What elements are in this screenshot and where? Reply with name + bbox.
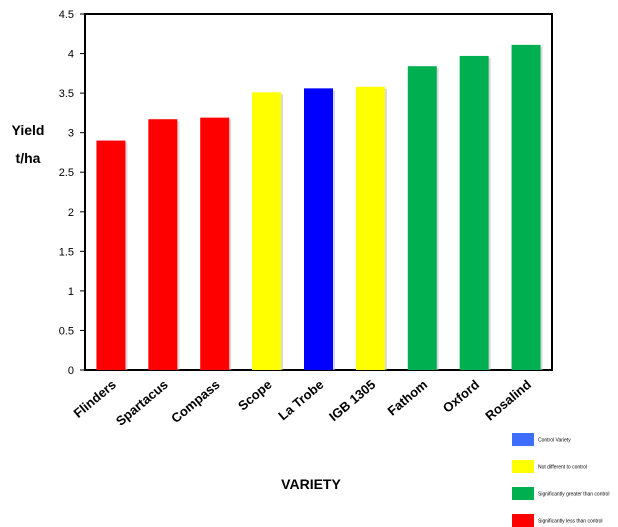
y-tick-label: 4.5 xyxy=(59,9,74,21)
legend-label-nodiff: Not different to control xyxy=(538,465,587,471)
bar-spartacus xyxy=(148,119,178,371)
legend-label-control: Control Variety xyxy=(538,438,571,444)
y-tick-label: 2 xyxy=(68,207,74,219)
legend-label-less: Significantly less than control xyxy=(538,519,602,525)
legend: Control Variety Not different to control S… xyxy=(512,433,609,527)
y-tick-label: 0 xyxy=(68,365,74,377)
bar-fathom xyxy=(407,66,437,371)
bar-compass xyxy=(200,117,230,370)
legend-label-greater: Significantly greater than control xyxy=(538,492,609,498)
category-label: IGB 1305 xyxy=(326,377,378,424)
bar-oxford xyxy=(459,55,489,370)
y-tick-label: 3 xyxy=(68,128,74,140)
legend-swatch-nodiff xyxy=(512,460,534,473)
y-axis-title-line2: t/ha xyxy=(16,150,41,166)
category-label: Fathom xyxy=(385,377,431,419)
bar-scope xyxy=(252,92,282,370)
legend-swatch-less xyxy=(512,514,534,527)
category-label: Compass xyxy=(168,377,222,426)
y-axis: 0 0.5 1 1.5 2 2.5 3 3.5 4 4.5 xyxy=(59,9,85,377)
category-label: Spartacus xyxy=(113,377,171,429)
category-label: La Trobe xyxy=(275,377,326,423)
y-tick-label: 4 xyxy=(68,49,74,61)
category-label: Flinders xyxy=(70,377,118,421)
legend-swatch-control xyxy=(512,433,534,446)
legend-swatch-greater xyxy=(512,487,534,500)
y-tick-label: 1.5 xyxy=(59,246,74,258)
y-tick-label: 3.5 xyxy=(59,88,74,100)
bar-rosalind xyxy=(511,44,541,370)
x-axis-title: VARIETY xyxy=(281,476,341,492)
y-tick-label: 0.5 xyxy=(59,325,74,337)
category-label: Rosalind xyxy=(482,377,534,424)
category-label: Scope xyxy=(235,377,275,414)
bar-la-trobe xyxy=(304,88,333,370)
bar-flinders xyxy=(96,140,126,370)
category-label: Oxford xyxy=(440,377,482,416)
y-tick-label: 2.5 xyxy=(59,167,74,179)
y-tick-label: 1 xyxy=(68,286,74,298)
bars xyxy=(96,44,543,371)
y-axis-title-line1: Yield xyxy=(12,122,45,138)
bar-igb-1305 xyxy=(355,86,385,370)
